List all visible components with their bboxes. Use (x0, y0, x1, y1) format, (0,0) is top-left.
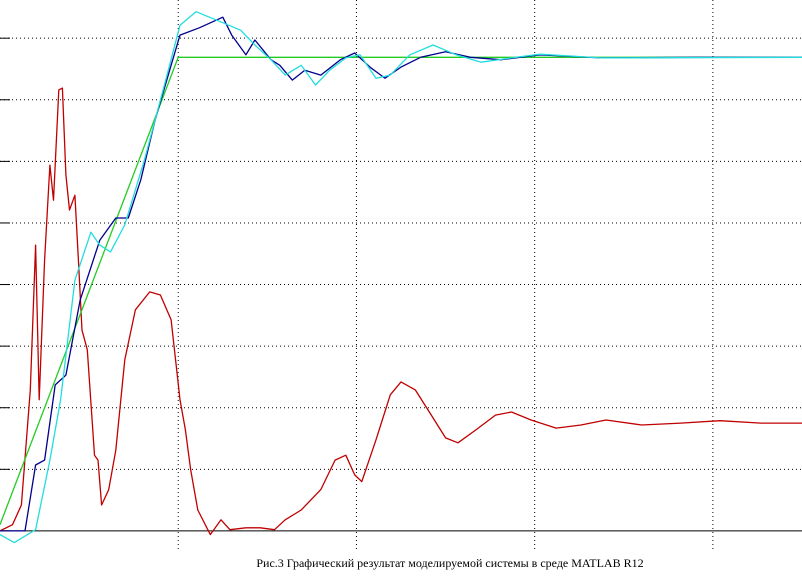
line (0, 11, 802, 544)
line (0, 16, 802, 532)
caption: Рис.3 Графический результат моделируемой… (256, 556, 643, 570)
line (0, 56, 802, 525)
line (0, 87, 802, 536)
